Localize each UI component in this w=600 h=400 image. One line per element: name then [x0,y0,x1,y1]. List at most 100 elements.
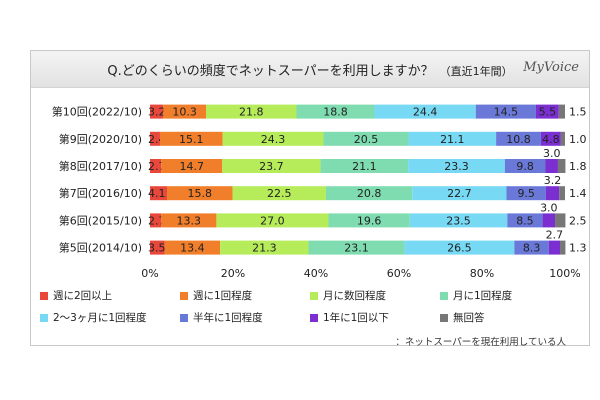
bar-segment [412,186,507,201]
legend-label: 週に2回以上 [53,290,113,302]
category-label: 第7回(2016/10) [59,186,142,200]
bar-segment [507,213,543,228]
data-label: 2.7 [148,160,166,173]
category-label: 第8回(2017/10) [59,159,142,173]
brand-logo: MyVoice [523,60,579,75]
data-label: 1.0 [569,133,587,146]
data-label: 23.5 [446,214,471,227]
legend-swatch [310,314,318,322]
bar-segment [559,186,565,201]
legend-label: 1年に1回以下 [323,312,389,324]
bar-segment [164,240,221,255]
bar-segment [408,159,505,173]
data-label: 14.5 [494,106,519,119]
bar-segment [408,131,497,146]
x-tick-label: 60% [387,267,411,280]
bar-segment [150,186,168,201]
bar-segment [545,159,558,173]
bar-segment [222,131,324,146]
data-label: 2.5 [569,214,587,227]
legend-item: 週に2回以上 [40,288,112,303]
data-label: 9.5 [517,187,535,200]
category-label: 第10回(2022/10) [52,105,142,119]
category-label: 第5回(2014/10) [59,241,142,255]
data-label: 9.8 [516,160,534,173]
bar-segment [506,186,546,201]
x-tick-label: 80% [470,267,494,280]
bar-segment [514,240,549,255]
bar-segment [558,104,565,119]
bar-segment [150,240,165,255]
bar-segment [557,159,566,173]
bar-segment [545,186,560,201]
data-label: 20.5 [354,133,379,146]
bar-segment [161,159,223,173]
legend-label: 週に1回程度 [193,290,253,302]
data-label: 8.3 [523,242,541,255]
data-label: 14.7 [179,160,204,173]
bar-segment [150,131,160,146]
data-label: 1.4 [569,187,587,200]
legend-label: 2～3ヶ月に1回程度 [53,312,147,324]
legend-item: 週に1回程度 [180,288,252,303]
legend-item: 無回答 [440,310,485,325]
legend-swatch [40,292,48,300]
bar-segment [320,159,409,173]
legend-swatch [440,314,448,322]
legend-item: 月に数回程度 [310,288,386,303]
category-label: 第9回(2020/10) [59,132,142,146]
legend-label: 月に1回程度 [453,290,513,302]
legend-label: 半年に1回程度 [193,312,263,324]
bar-segment [296,104,375,119]
data-label: 13.3 [177,214,202,227]
data-label: 8.5 [516,214,534,227]
bar-segment [560,240,566,255]
chart-title: Q.どのくらいの頻度でネットスーパーを利用しますか？ （直近1年間） [107,64,513,79]
bar-segment [150,104,164,119]
bar-segment [220,240,309,255]
x-tick-label: 100% [549,267,580,280]
data-label: 26.5 [447,242,472,255]
bar-segment [548,240,561,255]
legend-swatch [440,292,448,300]
chart-subtitle: （直近1年間） [439,65,513,78]
x-tick-label: 20% [221,267,245,280]
data-label: 23.7 [259,160,284,173]
legend-item: 1年に1回以下 [310,310,389,325]
data-label: 23.1 [344,242,369,255]
bar-segment [328,213,410,228]
data-label: 23.3 [444,160,469,173]
bar-segment [409,213,508,228]
data-label: 3.2 [544,174,562,187]
bar-segment [150,213,162,228]
data-label: 20.8 [357,187,382,200]
legend-item: 2～3ヶ月に1回程度 [40,310,147,325]
data-label: 21.3 [252,242,277,255]
data-label: 19.6 [357,214,382,227]
data-label: 22.5 [267,187,292,200]
bar-segment [535,104,559,119]
data-label: 1.5 [569,106,587,119]
data-label: 5.5 [539,106,557,119]
bar-segment [555,213,566,228]
bar-segment [475,104,536,119]
data-label: 2.7 [546,229,564,242]
data-label: 10.3 [172,106,197,119]
data-label: 10.8 [506,133,531,146]
data-label: 15.8 [188,187,213,200]
bar-segment [504,159,546,173]
data-label: 3.2 [148,106,166,119]
bar-segment [560,131,565,146]
bar-segment [159,131,223,146]
bar-segment [323,131,409,146]
bar-segment [308,240,405,255]
legend-swatch [310,292,318,300]
legend-item: 半年に1回程度 [180,310,263,325]
bar-segment [163,104,207,119]
bar-segment [404,240,515,255]
bar-segment [374,104,476,119]
data-label: 1.8 [569,160,587,173]
data-label: 2.7 [148,214,166,227]
legend-swatch [180,314,188,322]
